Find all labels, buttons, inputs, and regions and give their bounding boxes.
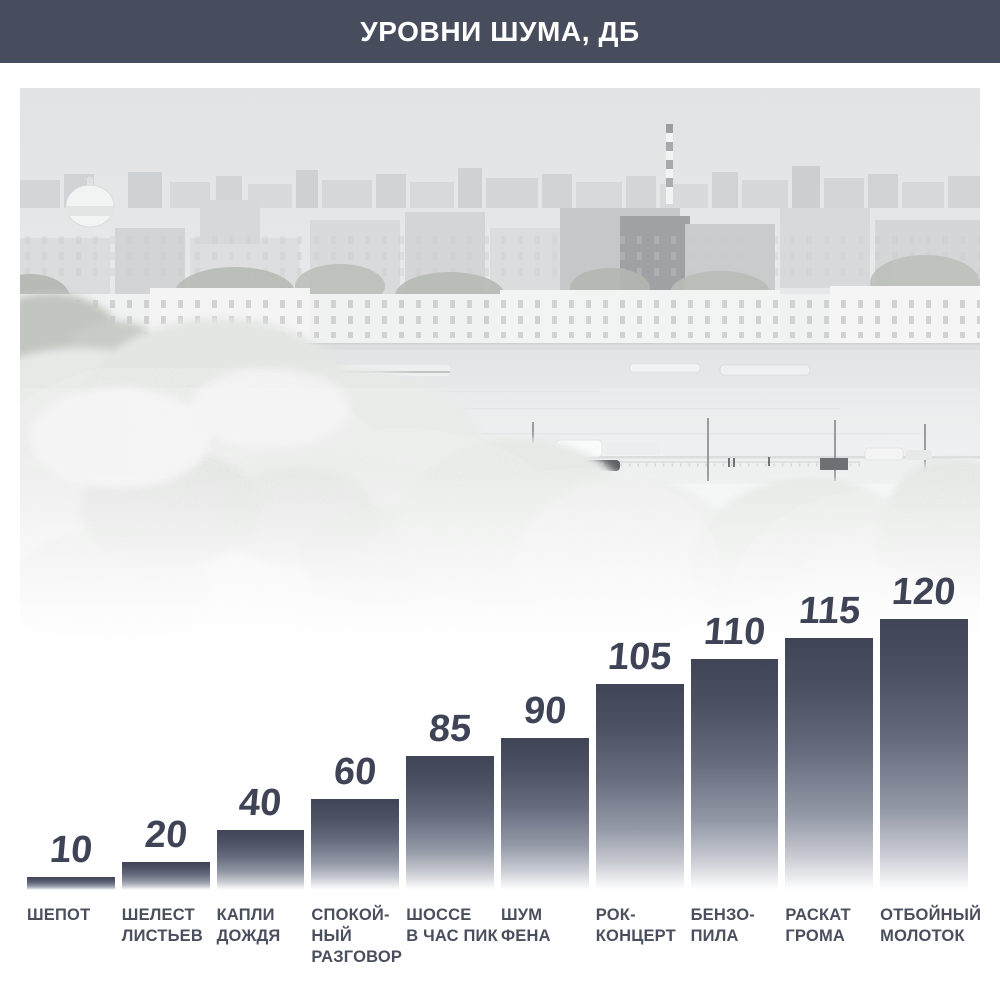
bar bbox=[595, 684, 684, 890]
bar-column: 115 bbox=[785, 590, 874, 890]
bar-category-label: СПОКОЙ- НЫЙ РАЗГОВОР bbox=[311, 906, 403, 966]
bar-value-label: 40 bbox=[237, 782, 284, 824]
bar-category-labels: ШЕПОТ ШЕЛЕСТ ЛИСТЬЕВ КАПЛИ ДОЖДЯ СПОКОЙ- НЫЙ РА… bbox=[27, 905, 982, 968]
bar bbox=[690, 659, 779, 890]
bar bbox=[121, 862, 210, 890]
bar-category-label: ШУМ ФЕНА bbox=[500, 906, 551, 945]
bar bbox=[880, 619, 968, 890]
bar-value-label: 120 bbox=[890, 571, 958, 613]
header-bar: УРОВНИ ШУМА, ДБ bbox=[0, 0, 1000, 63]
bar-category-label: ШЕПОТ bbox=[27, 906, 91, 924]
bar-column: 40 bbox=[216, 782, 305, 890]
bar-value-label: 20 bbox=[142, 814, 189, 856]
bar-value-label: 110 bbox=[701, 611, 767, 653]
distant-skyline bbox=[20, 166, 980, 208]
bar bbox=[311, 799, 400, 890]
cathedral-dome bbox=[65, 176, 115, 228]
bar-category-label: РОК- КОНЦЕРТ bbox=[595, 906, 676, 945]
bar-column: 90 bbox=[500, 690, 589, 890]
bar-category-label: БЕНЗО- ПИЛА bbox=[690, 906, 756, 945]
bar-value-label: 85 bbox=[427, 708, 474, 750]
background-photo bbox=[0, 88, 1000, 728]
bar-column: 120 bbox=[880, 571, 968, 890]
city-river-panorama bbox=[0, 88, 1000, 728]
bar-column: 85 bbox=[406, 708, 494, 890]
bar-value-label: 105 bbox=[606, 636, 674, 678]
bar bbox=[785, 638, 874, 890]
bar-column: 10 bbox=[27, 829, 115, 890]
bar-category-label: РАСКАТ ГРОМА bbox=[785, 906, 851, 945]
bar-category-label: КАПЛИ ДОЖДЯ bbox=[216, 906, 281, 945]
bar-category-label: ОТБОЙНЫЙ МОЛОТОК bbox=[880, 906, 982, 945]
striped-chimney bbox=[666, 124, 673, 204]
page-title: УРОВНИ ШУМА, ДБ bbox=[360, 15, 640, 47]
bar-category-label: ШОССЕ В ЧАС ПИК bbox=[406, 906, 498, 945]
bar-value-label: 90 bbox=[521, 690, 568, 732]
bar-column: 105 bbox=[595, 636, 684, 890]
bar-value-label: 115 bbox=[796, 590, 862, 632]
bar-column: 20 bbox=[121, 814, 210, 890]
bar bbox=[216, 830, 305, 890]
bar bbox=[27, 877, 115, 890]
bar-value-label: 60 bbox=[332, 751, 379, 793]
bar bbox=[406, 756, 494, 890]
bar-value-label: 10 bbox=[47, 829, 94, 871]
bar bbox=[500, 738, 589, 890]
bar-category-label: ШЕЛЕСТ ЛИСТЬЕВ bbox=[121, 906, 203, 945]
bar-column: 60 bbox=[311, 751, 400, 890]
bar-column: 110 bbox=[690, 611, 779, 890]
bar-chart: 10 20 40 60 85 90 105 110 115 120 bbox=[27, 540, 968, 890]
bottom-fade bbox=[20, 468, 980, 660]
